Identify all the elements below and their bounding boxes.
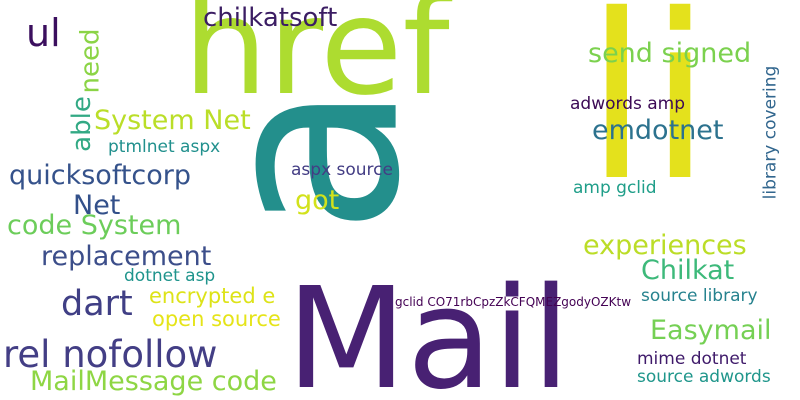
word-ul: ul — [26, 11, 61, 55]
word-source-adwords: source adwords — [637, 367, 771, 387]
word-emdotnet: emdotnet — [592, 115, 724, 146]
word-ptmlnet-aspx: ptmlnet aspx — [108, 137, 221, 157]
word-chilkatsoft: chilkatsoft — [203, 3, 338, 33]
word-aspx-source: aspx source — [291, 160, 393, 180]
word-encrypted-e: encrypted e — [149, 284, 276, 308]
word-dotnet-asp: dotnet asp — [124, 266, 216, 286]
word-replacement: replacement — [41, 241, 212, 272]
word-code-system: code System — [7, 210, 182, 241]
word-source-library: source library — [641, 286, 758, 306]
word-mime-dotnet: mime dotnet — [637, 349, 747, 369]
word-mailmessage-code: MailMessage code — [30, 366, 277, 397]
word-got: got — [295, 185, 340, 216]
word-li: li — [585, 0, 712, 231]
word-easymail: Easymail — [650, 315, 772, 346]
word-chilkat: Chilkat — [641, 255, 735, 286]
word-need: need — [75, 28, 106, 94]
word-system-net: System Net — [94, 105, 251, 136]
word-dart: dart — [61, 284, 133, 324]
word-net: Net — [73, 190, 121, 221]
word-quicksoftcorp: quicksoftcorp — [9, 160, 192, 191]
word-href: href — [183, 0, 450, 125]
word-send-signed: send signed — [588, 38, 752, 69]
word-open-source: open source — [152, 307, 281, 331]
word-experiences: experiences — [583, 230, 747, 261]
word-mail: Mail — [286, 258, 571, 400]
word-amp-gclid: amp gclid — [573, 178, 657, 198]
word-adwords-amp: adwords amp — [570, 94, 686, 114]
word-able: able — [66, 96, 97, 152]
word-gclid: gclid CO71rbCpzZkCFQMEZgodyOZKtw — [395, 295, 632, 309]
word-rel-nofollow: rel nofollow — [3, 333, 218, 376]
word-library-covering: library covering — [760, 65, 781, 200]
